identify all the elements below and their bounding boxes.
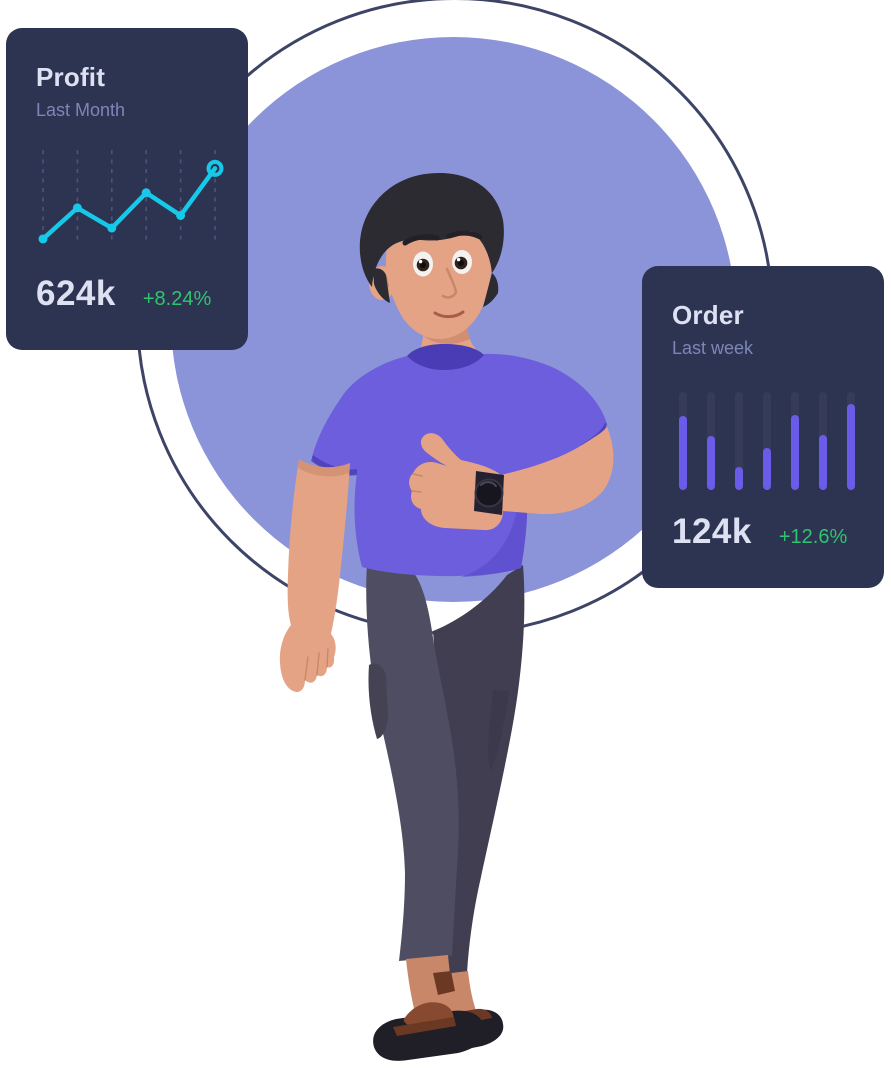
right-arm-thumbs-up — [409, 427, 614, 531]
bar-track — [791, 392, 799, 490]
bar-fill — [819, 435, 827, 490]
bar-fill — [707, 436, 715, 490]
nose — [441, 267, 458, 299]
point-marker — [107, 223, 117, 233]
hair — [359, 172, 504, 287]
profit-card-title: Profit — [36, 62, 106, 92]
front-leg — [366, 563, 485, 1061]
mouth — [433, 310, 465, 319]
left-arm — [279, 459, 350, 692]
order-card-subtitle: Last week — [672, 338, 754, 358]
head — [359, 172, 504, 339]
bar-track — [679, 392, 687, 490]
profit-value-row: 624k +8.24% — [36, 274, 211, 314]
bar-fill — [791, 414, 799, 490]
point-marker — [176, 210, 186, 220]
front-sandal — [373, 971, 485, 1061]
profit-card-subtitle: Last Month — [36, 100, 126, 120]
bar-track — [735, 392, 743, 490]
point-marker — [72, 203, 82, 213]
bar-fill — [735, 467, 743, 490]
wristwatch — [474, 471, 504, 515]
order-value: 124k — [672, 512, 752, 551]
man-thumbs-up-illustration — [279, 172, 614, 1061]
bar-track — [819, 392, 827, 490]
profit-line — [40, 166, 218, 242]
eyes — [413, 250, 472, 277]
bar-track — [763, 392, 771, 490]
profit-value: 624k — [36, 274, 116, 313]
bar-fill — [679, 415, 687, 490]
profit-card: Profit Last Month 624k +8.24% — [6, 28, 248, 350]
bar-track — [707, 392, 715, 490]
order-bar-chart — [679, 392, 855, 490]
eyebrows — [402, 230, 483, 246]
point-marker — [38, 234, 48, 244]
point-marker — [141, 188, 151, 198]
profit-change-badge: +8.24% — [142, 288, 212, 310]
order-card-title: Order — [672, 300, 744, 330]
bar-fill — [763, 447, 771, 490]
profit-line-chart — [38, 150, 224, 244]
bar-fill — [847, 403, 855, 490]
order-change-badge: +12.6% — [778, 526, 848, 548]
bar-track — [847, 392, 855, 490]
order-value-row: 124k +12.6% — [672, 512, 847, 552]
order-card: Order Last week 124k +12.6% — [642, 266, 884, 588]
last-point-marker — [206, 159, 224, 177]
